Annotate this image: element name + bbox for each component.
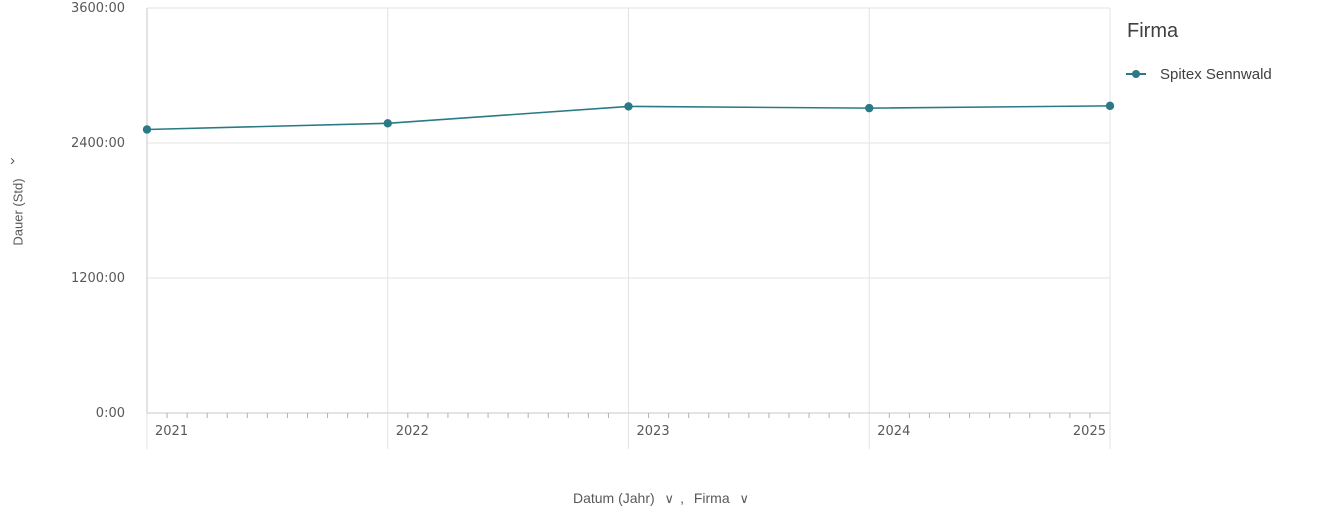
- series-layer: [142, 101, 1115, 134]
- legend-label: Spitex Sennwald: [1160, 65, 1272, 83]
- x-axis-title-separator: ,: [680, 490, 684, 506]
- data-point: [1105, 101, 1115, 111]
- legend-swatch-icon: [1126, 68, 1146, 80]
- data-point: [624, 102, 633, 111]
- grid-lines: [146, 7, 1111, 449]
- x-tick-label: 2021: [155, 424, 188, 439]
- legend-item-series[interactable]: Spitex Sennwald: [1126, 64, 1272, 84]
- y-tick-label: 1200:00: [71, 271, 125, 286]
- legend-title: Firma: [1127, 20, 1179, 42]
- x-axis-title[interactable]: Datum (Jahr): [572, 490, 655, 506]
- y-axis-title-area: Dauer (Std): [0, 140, 36, 280]
- data-point: [865, 103, 874, 113]
- x-axis-title-row: Datum (Jahr) ∨, Firma ∨: [0, 490, 1328, 507]
- x-tick-label: 2025: [1073, 424, 1106, 439]
- data-point: [383, 119, 392, 128]
- x-tick-label: 2022: [396, 424, 429, 439]
- x-axis-title-secondary[interactable]: Firma: [693, 490, 730, 506]
- chevron-down-icon[interactable]: ∨: [664, 491, 675, 506]
- y-axis-title[interactable]: Dauer (Std): [10, 178, 26, 246]
- x-axis-ticks: 2021 2022 2023 2024 2025: [155, 413, 1106, 439]
- y-tick-label: 0:00: [96, 406, 125, 421]
- y-tick-label: 3600:00: [71, 1, 125, 16]
- y-tick-label: 2400:00: [71, 136, 125, 151]
- x-tick-label: 2023: [637, 424, 670, 439]
- chevron-right-icon[interactable]: ›: [10, 152, 15, 169]
- data-point: [142, 125, 152, 134]
- x-tick-label: 2024: [877, 424, 910, 439]
- chevron-down-icon[interactable]: ∨: [739, 491, 750, 506]
- y-axis-ticks: 0:00 1200:00 2400:00 3600:00: [71, 1, 125, 421]
